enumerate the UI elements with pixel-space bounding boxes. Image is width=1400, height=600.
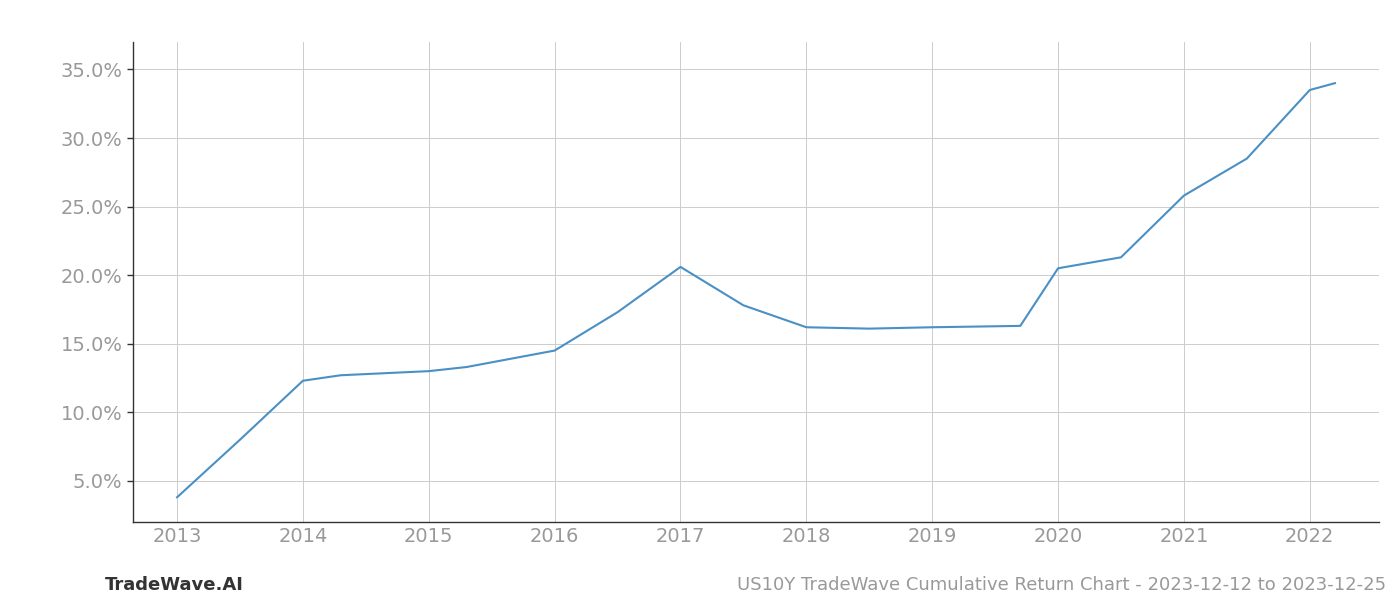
Text: TradeWave.AI: TradeWave.AI	[105, 576, 244, 594]
Text: US10Y TradeWave Cumulative Return Chart - 2023-12-12 to 2023-12-25: US10Y TradeWave Cumulative Return Chart …	[736, 576, 1386, 594]
